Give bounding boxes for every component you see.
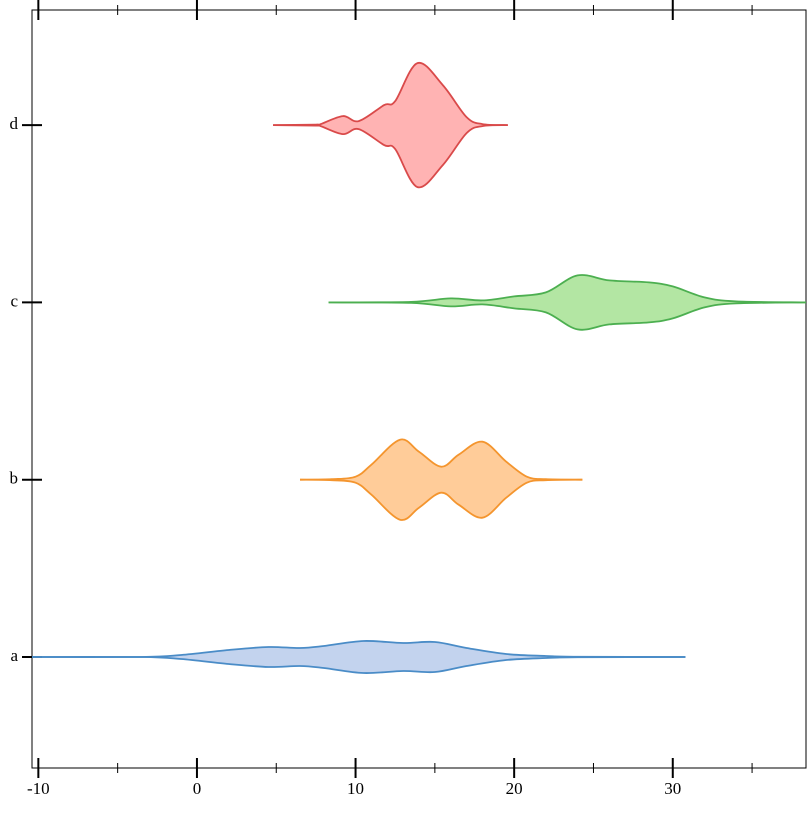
violin-fill (300, 439, 583, 521)
x-tick-label: 30 (664, 779, 681, 798)
y-tick-label: b (10, 469, 19, 488)
y-tick-label: c (10, 291, 18, 310)
x-tick-label: 0 (193, 779, 202, 798)
violin-lower (273, 124, 508, 189)
x-tick-label: 20 (506, 779, 523, 798)
x-tick-label: -10 (27, 779, 50, 798)
violin-fill (32, 640, 686, 674)
violin-upper (273, 62, 508, 126)
plot-frame (31, 9, 807, 769)
violin-upper (300, 438, 583, 481)
y-tick-label: a (10, 646, 18, 665)
x-tick-label: 10 (347, 779, 364, 798)
y-tick-label: d (10, 114, 19, 133)
violin-fill (328, 274, 806, 330)
violin-lower (31, 655, 686, 674)
violin-lower (300, 478, 583, 521)
violin-upper (328, 274, 807, 304)
violin-upper (31, 640, 686, 659)
violin-lower (328, 301, 807, 331)
